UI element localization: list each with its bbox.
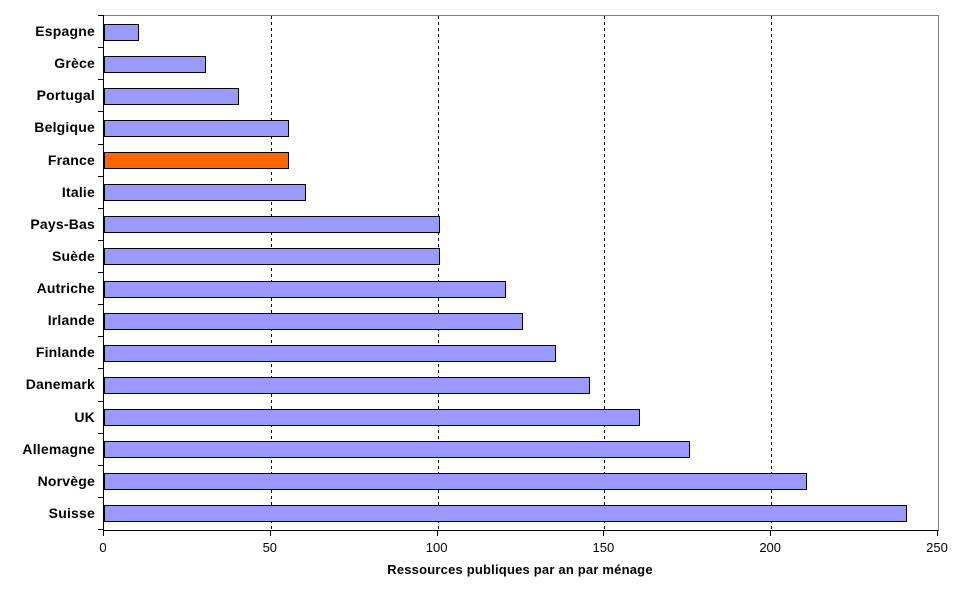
bar-autriche xyxy=(104,280,507,298)
y-axis-tick xyxy=(98,15,104,16)
category-label-autriche: Autriche xyxy=(36,280,95,297)
bar-portugal xyxy=(104,87,240,105)
y-axis-tick xyxy=(98,79,104,80)
x-axis-tick xyxy=(436,531,438,536)
category-label-suede: Suède xyxy=(51,247,95,264)
y-axis-tick xyxy=(98,47,104,48)
bar-finlande xyxy=(104,344,557,362)
bar-italie xyxy=(104,184,307,202)
y-axis-tick xyxy=(98,465,104,466)
x-tick-label-150: 150 xyxy=(592,540,615,555)
y-axis-tick xyxy=(98,144,104,145)
x-axis-tick xyxy=(770,531,772,536)
category-label-grece: Grèce xyxy=(54,55,95,72)
category-label-france: France xyxy=(47,151,95,168)
x-tick-label-0: 0 xyxy=(99,540,107,555)
x-axis-tick xyxy=(603,531,605,536)
y-axis-tick xyxy=(98,176,104,177)
gridline-200 xyxy=(771,16,773,530)
gridline-150 xyxy=(604,16,606,530)
bar-norvege xyxy=(104,473,807,491)
bar-paysbas xyxy=(104,216,440,234)
x-axis-tick xyxy=(103,531,104,536)
y-axis-tick xyxy=(98,240,104,241)
category-label-norvege: Norvège xyxy=(37,472,95,489)
gridline-50 xyxy=(270,16,272,530)
bar-grece xyxy=(104,55,207,73)
category-label-belgique: Belgique xyxy=(34,119,95,136)
category-label-portugal: Portugal xyxy=(36,87,95,104)
bar-danemark xyxy=(104,376,590,394)
y-axis-tick xyxy=(98,208,104,209)
category-label-uk: UK xyxy=(74,408,95,425)
bar-suede xyxy=(104,248,440,266)
bar-suisse xyxy=(104,505,907,523)
x-tick-label-200: 200 xyxy=(759,540,782,555)
y-axis-tick xyxy=(98,433,104,434)
y-axis-tick xyxy=(98,497,104,498)
y-axis-tick xyxy=(98,368,104,369)
category-label-italie: Italie xyxy=(61,183,95,200)
y-axis-tick xyxy=(98,336,104,337)
x-axis-tick xyxy=(937,531,938,536)
x-axis-title: Ressources publiques par an par ménage xyxy=(387,562,653,577)
x-axis-tick xyxy=(269,531,271,536)
bar-irlande xyxy=(104,312,523,330)
category-label-suisse: Suisse xyxy=(48,504,95,521)
category-label-finlande: Finlande xyxy=(35,344,95,361)
bar-allemagne xyxy=(104,441,690,459)
x-tick-label-250: 250 xyxy=(926,540,948,555)
y-axis-tick xyxy=(98,272,104,273)
y-axis-tick xyxy=(98,304,104,305)
category-label-espagne: Espagne xyxy=(35,23,95,40)
category-label-paysbas: Pays-Bas xyxy=(30,215,95,232)
gridline-100 xyxy=(437,16,439,530)
x-tick-label-50: 50 xyxy=(262,540,278,555)
plot-area xyxy=(103,15,939,531)
category-label-danemark: Danemark xyxy=(25,376,95,393)
y-axis-tick xyxy=(98,111,104,112)
bar-uk xyxy=(104,409,640,427)
bar-belgique xyxy=(104,119,290,137)
y-axis-tick xyxy=(98,401,104,402)
category-label-irlande: Irlande xyxy=(47,312,95,329)
y-axis-tick xyxy=(98,529,104,530)
x-tick-label-100: 100 xyxy=(425,540,448,555)
bar-espagne xyxy=(104,23,140,41)
category-label-allemagne: Allemagne xyxy=(22,440,95,457)
bar-france xyxy=(104,152,290,170)
